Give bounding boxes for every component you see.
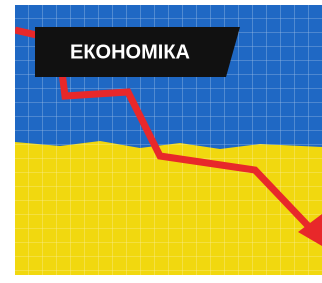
thumbnail: ЕКОНОМІКА: [0, 0, 322, 283]
label: ЕКОНОМІКА: [70, 41, 190, 63]
